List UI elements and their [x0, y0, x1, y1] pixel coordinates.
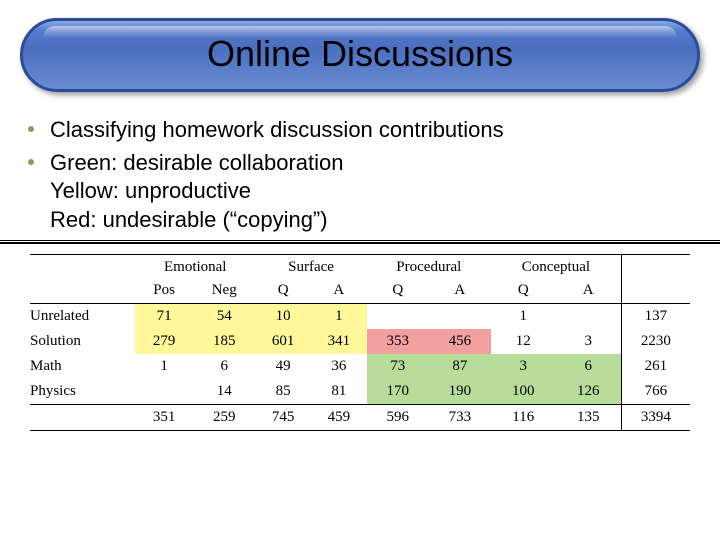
cell: 126	[556, 379, 622, 405]
col-sub: A	[311, 278, 367, 304]
cell: 341	[311, 329, 367, 354]
table-totals-row: 351 259 745 459 596 733 116 135 3394	[30, 405, 690, 431]
col-sub: A	[556, 278, 622, 304]
cell: 54	[193, 304, 255, 330]
row-total: 261	[621, 354, 690, 379]
cell: 3	[491, 354, 556, 379]
col-group: Surface	[255, 255, 366, 279]
cell: 81	[311, 379, 367, 405]
cell: 170	[367, 379, 429, 405]
cell: 100	[491, 379, 556, 405]
col-total: 459	[311, 405, 367, 431]
col-sub: A	[429, 278, 491, 304]
bullet-line: Yellow: unproductive	[50, 178, 251, 203]
grand-total: 3394	[621, 405, 690, 431]
col-total: 733	[429, 405, 491, 431]
table-row: Solution 279 185 601 341 353 456 12 3 22…	[30, 329, 690, 354]
bullet-text: Green: desirable collaboration Yellow: u…	[50, 149, 344, 235]
cell: 49	[255, 354, 311, 379]
col-total: 135	[556, 405, 622, 431]
cell: 1	[491, 304, 556, 330]
col-total: 745	[255, 405, 311, 431]
col-sub: Pos	[135, 278, 193, 304]
data-table-wrap: Emotional Surface Procedural Conceptual …	[30, 254, 690, 431]
cell: 71	[135, 304, 193, 330]
cell: 279	[135, 329, 193, 354]
cell: 185	[193, 329, 255, 354]
col-sub: Q	[367, 278, 429, 304]
cell	[556, 304, 622, 330]
table-row: Physics 14 85 81 170 190 100 126 766	[30, 379, 690, 405]
bullet-dot-icon	[28, 159, 34, 165]
col-group: Procedural	[367, 255, 491, 279]
col-sub: Neg	[193, 278, 255, 304]
cell	[429, 304, 491, 330]
title-banner: Online Discussions	[20, 18, 700, 92]
bullet-line: Red: undesirable (“copying”)	[50, 207, 328, 232]
table-header-sub: Pos Neg Q A Q A Q A	[30, 278, 690, 304]
col-group: Emotional	[135, 255, 255, 279]
cell: 12	[491, 329, 556, 354]
col-sub: Q	[491, 278, 556, 304]
cell: 73	[367, 354, 429, 379]
bullet-line: Green: desirable collaboration	[50, 150, 344, 175]
row-label: Physics	[30, 379, 135, 405]
cell: 14	[193, 379, 255, 405]
bullet-text: Classifying homework discussion contribu…	[50, 116, 504, 145]
divider	[0, 240, 720, 244]
cell: 601	[255, 329, 311, 354]
cell: 1	[135, 354, 193, 379]
col-total: 351	[135, 405, 193, 431]
row-label: Solution	[30, 329, 135, 354]
cell: 6	[193, 354, 255, 379]
bullet-item: Green: desirable collaboration Yellow: u…	[28, 149, 692, 235]
col-group: Conceptual	[491, 255, 621, 279]
row-total: 137	[621, 304, 690, 330]
cell: 456	[429, 329, 491, 354]
cell: 87	[429, 354, 491, 379]
cell: 10	[255, 304, 311, 330]
row-total: 766	[621, 379, 690, 405]
bullet-item: Classifying homework discussion contribu…	[28, 116, 692, 145]
cell: 85	[255, 379, 311, 405]
table-row: Math 1 6 49 36 73 87 3 6 261	[30, 354, 690, 379]
col-sub: Q	[255, 278, 311, 304]
row-total: 2230	[621, 329, 690, 354]
col-total: 259	[193, 405, 255, 431]
cell: 6	[556, 354, 622, 379]
col-total: 116	[491, 405, 556, 431]
col-total: 596	[367, 405, 429, 431]
cell: 190	[429, 379, 491, 405]
bullet-dot-icon	[28, 126, 34, 132]
cell: 353	[367, 329, 429, 354]
table-header-groups: Emotional Surface Procedural Conceptual	[30, 255, 690, 279]
data-table: Emotional Surface Procedural Conceptual …	[30, 254, 690, 431]
cell	[135, 379, 193, 405]
row-label: Unrelated	[30, 304, 135, 330]
page-title: Online Discussions	[207, 33, 513, 74]
cell: 36	[311, 354, 367, 379]
bullet-list: Classifying homework discussion contribu…	[28, 116, 692, 234]
cell: 3	[556, 329, 622, 354]
table-row: Unrelated 71 54 10 1 1 137	[30, 304, 690, 330]
cell	[367, 304, 429, 330]
row-label: Math	[30, 354, 135, 379]
cell: 1	[311, 304, 367, 330]
